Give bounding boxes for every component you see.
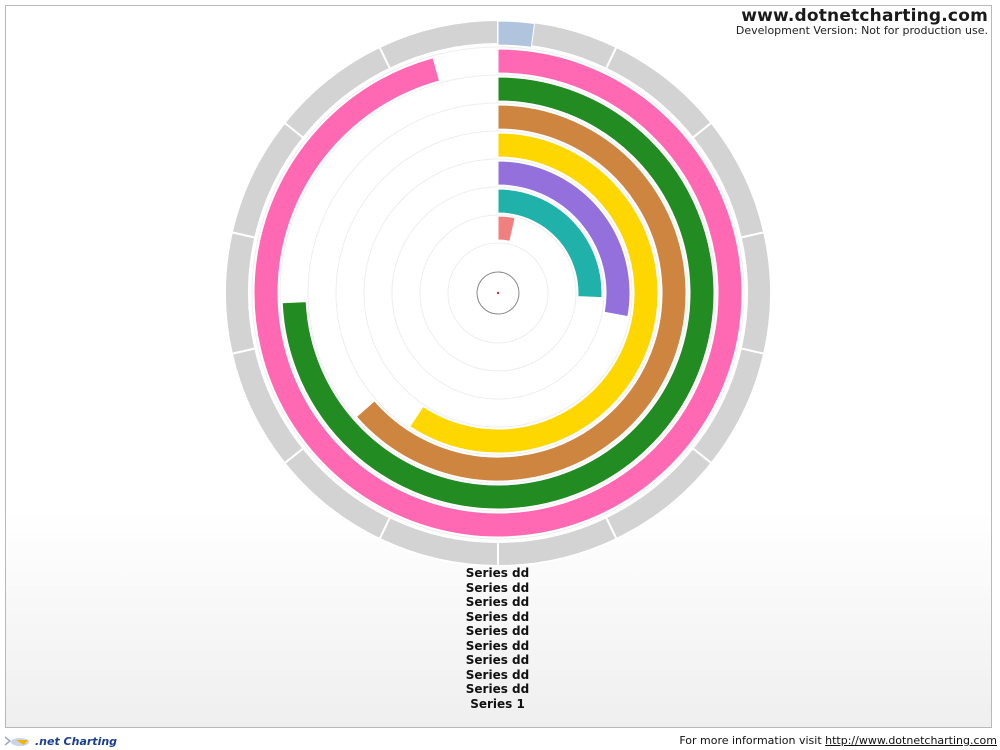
logo-text: .net Charting xyxy=(35,734,118,748)
legend-item: Series dd xyxy=(465,566,530,580)
bar-series-3 xyxy=(497,160,631,318)
bar-series-1 xyxy=(497,215,516,242)
legend-item: Series dd xyxy=(465,638,530,653)
legend-item: Series 1 xyxy=(470,696,525,711)
legend-item: Series dd xyxy=(465,682,530,696)
bar-series-5 xyxy=(355,104,687,482)
bar-series-4 xyxy=(409,132,659,454)
grid-ring xyxy=(279,74,717,512)
legend-item: Series dd xyxy=(465,667,530,682)
logo-icon xyxy=(4,736,29,746)
legend-item: Series dd xyxy=(465,653,530,667)
grid-ring xyxy=(391,186,605,400)
legend-item: Series dd xyxy=(465,609,530,624)
legend-item: Series dd xyxy=(465,595,530,609)
grid-ring xyxy=(419,214,577,372)
footer-link[interactable]: http://www.dotnetcharting.com xyxy=(825,734,997,747)
center-dot xyxy=(496,291,500,295)
grid-ring xyxy=(251,46,745,540)
grid-ring xyxy=(307,102,689,484)
grid-ring xyxy=(335,130,661,456)
brand-title[interactable]: www.dotnetcharting.com xyxy=(741,6,988,26)
bar-series-2 xyxy=(497,188,603,299)
footer-info: For more information visit http://www.do… xyxy=(679,734,997,747)
footer-info-prefix: For more information visit xyxy=(679,734,826,747)
grid-ring xyxy=(447,242,549,344)
bar-series-6 xyxy=(281,76,715,510)
legend-item: Series dd xyxy=(465,624,530,638)
bar-series-8 xyxy=(497,20,536,48)
brand-subtitle: Development Version: Not for production … xyxy=(735,24,988,37)
legend-item: Series dd xyxy=(465,580,530,595)
grid-ring xyxy=(363,158,633,428)
bar-series-7 xyxy=(253,48,743,538)
dotnetcharting-logo[interactable]: .net Charting xyxy=(4,734,117,748)
legend: Series dd Series dd Series dd Series dd Seri… xyxy=(420,566,575,711)
